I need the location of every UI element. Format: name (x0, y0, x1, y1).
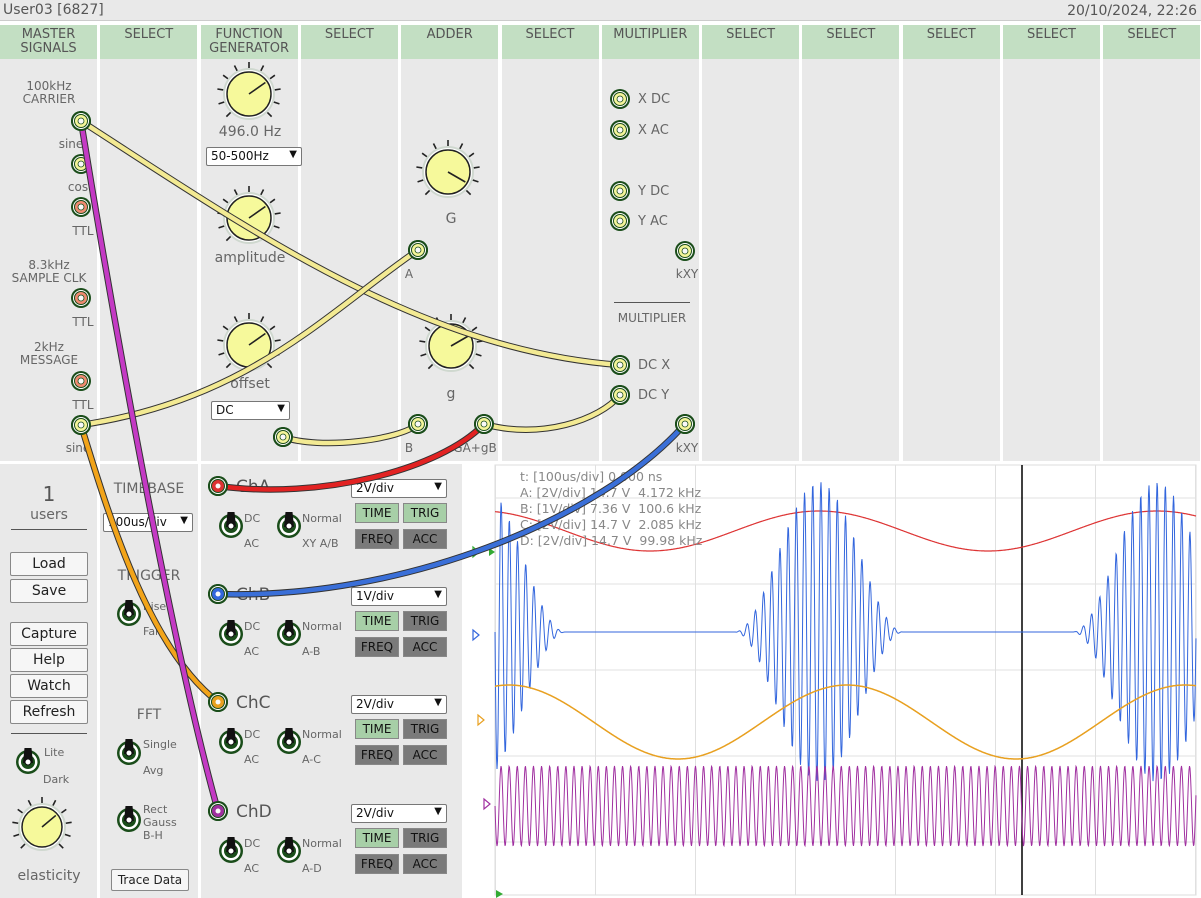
channel-3-dc-label: DC (244, 837, 261, 850)
channel-marker-0 (472, 545, 480, 559)
channel-2-trig-button[interactable]: TRIG (403, 719, 447, 739)
trigger-marker (489, 548, 495, 556)
channel-1-dc-label: DC (244, 620, 261, 633)
users-count: 1 (42, 482, 56, 506)
carrier-label: 100kHz CARRIER (22, 79, 76, 106)
channel-2-freq-button[interactable]: FREQ (355, 745, 399, 765)
channel-2-name: ChC (236, 693, 271, 713)
module-column-11: SELECT (1103, 25, 1201, 461)
mult-xdc-label: X DC (638, 92, 671, 107)
mult-yac-label: Y AC (638, 214, 668, 229)
module-header-8[interactable]: SELECT (802, 25, 900, 59)
help-button[interactable]: Help (10, 648, 88, 672)
channel-1-normal-label: Normal (302, 620, 342, 633)
module-header-7[interactable]: SELECT (702, 25, 800, 59)
mult-dcy-label: DC Y (638, 388, 670, 403)
users-divider (11, 529, 87, 530)
channel-b-trace (494, 482, 1197, 782)
readout-line-1: A: [2V/div] 14.7 V 4.172 kHz (520, 485, 702, 500)
module-column-10: SELECT (1003, 25, 1100, 461)
load-button[interactable]: Load (10, 552, 88, 576)
mult-kxy-label: kXY (675, 267, 699, 281)
mult-ydc-label: Y DC (638, 184, 670, 199)
readout-line-3: C: [2V/div] 14.7 V 2.085 kHz (520, 517, 702, 532)
channel-3-normal-label: Normal (302, 837, 342, 850)
message-label: 2kHz MESSAGE (19, 340, 79, 367)
mult-xac-label: X AC (638, 123, 669, 138)
channel-1-freq-button[interactable]: FREQ (355, 637, 399, 657)
readout-line-0: t: [100us/div] 0.000 ns (520, 469, 663, 484)
module-header-5[interactable]: SELECT (501, 25, 599, 59)
channel-marker-2 (477, 713, 485, 727)
channel-1-trig-button[interactable]: TRIG (403, 611, 447, 631)
mult-divider (614, 302, 690, 303)
channel-marker-1 (472, 628, 480, 642)
module-header-11[interactable]: SELECT (1103, 25, 1201, 59)
channel-2-ac-label: AC (244, 753, 260, 766)
adder-g-label: g (446, 386, 456, 402)
channel-2-scale-select[interactable]: 2V/div ▼ (351, 695, 447, 714)
module-header-9[interactable]: SELECT (902, 25, 1000, 59)
module-header-3[interactable]: SELECT (300, 25, 398, 59)
channel-3-mode2-label: A-D (302, 862, 322, 875)
top-bar: User03 [6827] 20/10/2024, 22:26 (0, 0, 1201, 21)
trace-data-button[interactable]: Trace Data (111, 869, 189, 891)
channel-3-trig-button[interactable]: TRIG (403, 828, 447, 848)
channel-2-acc-button[interactable]: ACC (403, 745, 447, 765)
channel-c-trace (495, 684, 1197, 760)
module-header-0: MASTER SIGNALS (0, 25, 97, 59)
channel-3-scale-select[interactable]: 2V/div ▼ (351, 804, 447, 823)
theme-dark-label: Dark (43, 773, 70, 786)
channel-2-time-button[interactable]: TIME (355, 719, 399, 739)
channel-3-name: ChD (236, 802, 272, 822)
sine-label: sine (58, 137, 84, 151)
users-label: users (30, 507, 68, 523)
theme-lite-label: Lite (44, 746, 65, 759)
channel-1-ac-label: AC (244, 645, 260, 658)
mult-dcx-label: DC X (638, 358, 671, 373)
buttons-divider (11, 733, 87, 734)
module-column-7: SELECT (702, 25, 800, 461)
channel-3-freq-button[interactable]: FREQ (355, 854, 399, 874)
scope-readout: t: [100us/div] 0.000 ns A: [2V/div] 14.7 … (520, 469, 702, 549)
module-column-9: SELECT (902, 25, 1000, 461)
module-header-2: FUNCTION GENERATOR (200, 25, 298, 59)
module-header-1[interactable]: SELECT (100, 25, 198, 59)
elasticity-label: elasticity (17, 868, 81, 884)
readout-line-4: D: [2V/div] 14.7 V 99.98 kHz (520, 533, 703, 548)
channel-3-acc-button[interactable]: ACC (403, 854, 447, 874)
channel-1-acc-button[interactable]: ACC (403, 637, 447, 657)
user-label: User03 [6827] (3, 2, 104, 18)
save-button[interactable]: Save (10, 579, 88, 603)
module-header-10[interactable]: SELECT (1003, 25, 1100, 59)
time-marker (496, 890, 503, 898)
channel-3-time-button[interactable]: TIME (355, 828, 399, 848)
channel-2-mode2-label: A-C (302, 753, 321, 766)
channel-1-time-button[interactable]: TIME (355, 611, 399, 631)
channel-2-normal-label: Normal (302, 728, 342, 741)
channel-marker-3 (483, 797, 491, 811)
channel-3-ac-label: AC (244, 862, 260, 875)
module-header-6: MULTIPLIER (601, 25, 699, 59)
module-header-4: ADDER (401, 25, 499, 59)
module-column-8: SELECT (802, 25, 900, 461)
readout-line-2: B: [1V/div] 7.36 V 100.6 kHz (520, 501, 702, 516)
datetime: 20/10/2024, 22:26 (1067, 3, 1197, 19)
channel-1-mode2-label: A-B (302, 645, 321, 658)
mult-title-2: MULTIPLIER (617, 311, 687, 325)
channel-d-trace (494, 764, 1197, 848)
channel-2-dc-label: DC (244, 728, 261, 741)
